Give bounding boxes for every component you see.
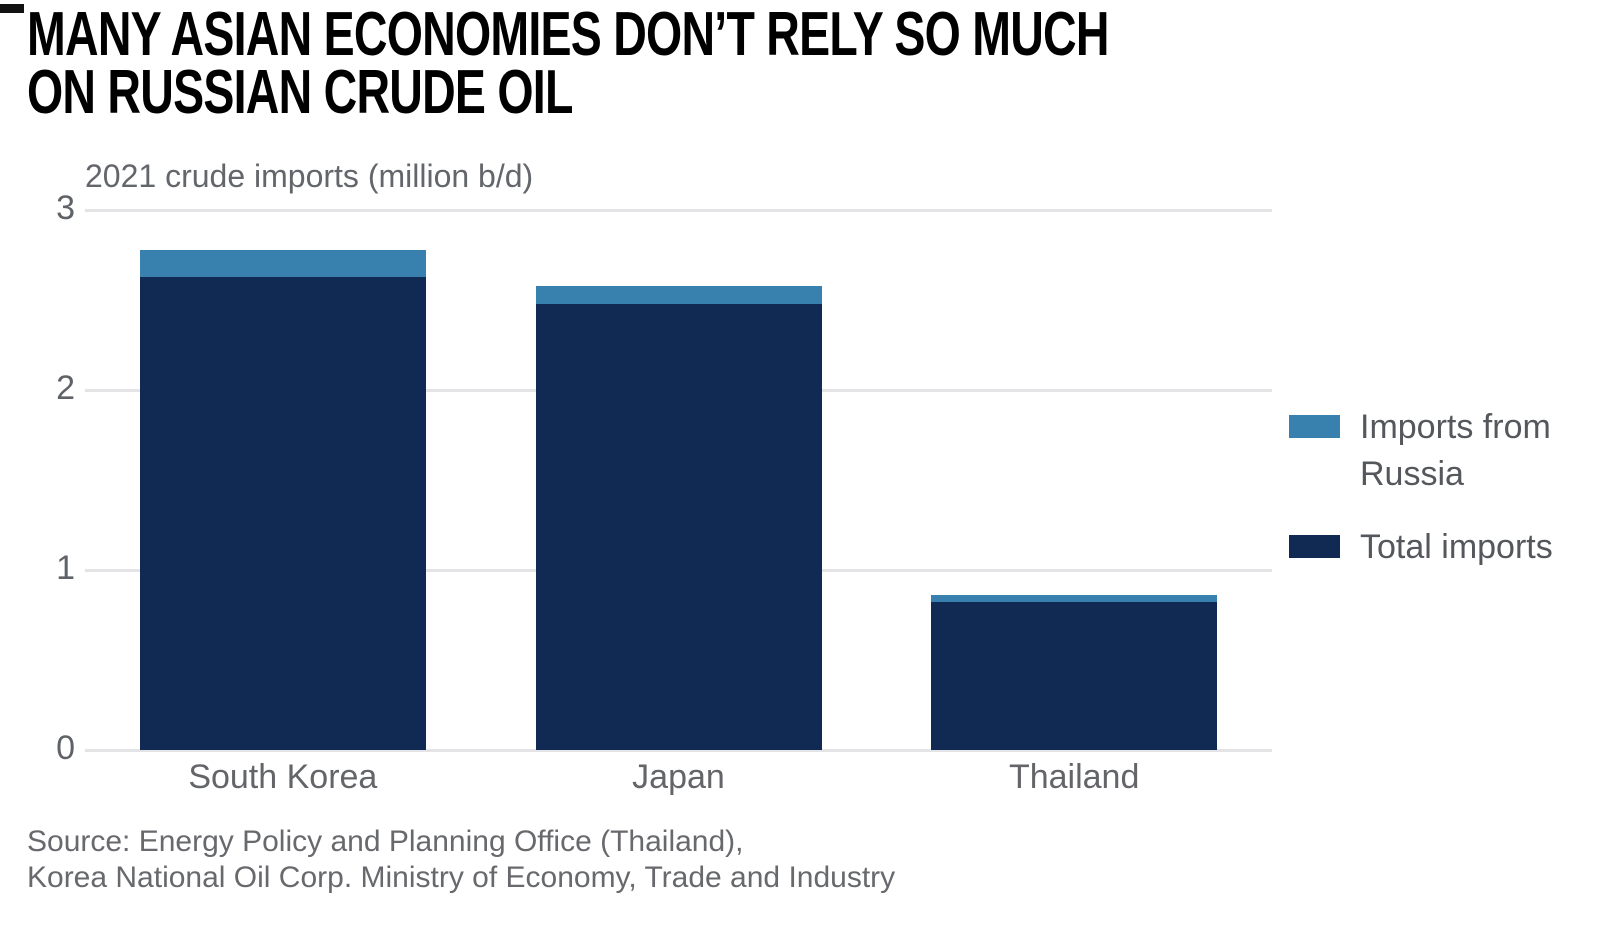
bar-japan-total-segment bbox=[535, 303, 822, 750]
bar-japan-russia-segment bbox=[535, 285, 822, 304]
source-line1: Source: Energy Policy and Planning Offic… bbox=[27, 825, 744, 858]
chart-title: MANY ASIAN ECONOMIES DON’T RELY SO MUCH … bbox=[27, 0, 1469, 127]
bar-south-korea-russia-segment bbox=[139, 249, 426, 277]
x-axis-label-thailand: Thailand bbox=[1008, 758, 1140, 796]
x-axis-label-south-korea: South Korea bbox=[188, 758, 378, 796]
legend-swatch-total-imports bbox=[1289, 535, 1340, 558]
legend-swatch-imports-from-russia bbox=[1289, 415, 1340, 438]
y-tick-label-2: 2 bbox=[56, 369, 75, 407]
y-tick-label-0: 0 bbox=[56, 729, 75, 767]
legend-item-total-imports: Total imports bbox=[1289, 524, 1589, 571]
chart-subtitle: 2021 crude imports (million b/d) bbox=[85, 158, 534, 194]
gridline-y-3 bbox=[85, 209, 1272, 212]
chart-title-line2: ON RUSSIAN CRUDE OIL bbox=[27, 58, 573, 127]
bar-south-korea-total-segment bbox=[139, 276, 426, 750]
legend: Imports from Russia Total imports bbox=[1289, 404, 1589, 597]
legend-label-total-imports: Total imports bbox=[1360, 528, 1553, 566]
chart-title-line1: MANY ASIAN ECONOMIES DON’T RELY SO MUCH bbox=[27, 0, 1109, 69]
y-tick-label-3: 3 bbox=[56, 189, 75, 227]
y-tick-label-1: 1 bbox=[56, 549, 75, 587]
x-axis-label-japan: Japan bbox=[632, 758, 725, 796]
source-line2: Korea National Oil Corp. Ministry of Eco… bbox=[27, 861, 896, 894]
bar-thailand-russia-segment bbox=[931, 595, 1218, 603]
gridline-y-0 bbox=[85, 749, 1272, 752]
bar-thailand-total-segment bbox=[931, 602, 1218, 750]
legend-label-imports-from-russia: Imports from Russia bbox=[1360, 408, 1551, 493]
legend-item-imports-from-russia: Imports from Russia bbox=[1289, 404, 1589, 498]
corner-mark bbox=[0, 4, 24, 13]
source-note: Source: Energy Policy and Planning Offic… bbox=[27, 824, 895, 896]
